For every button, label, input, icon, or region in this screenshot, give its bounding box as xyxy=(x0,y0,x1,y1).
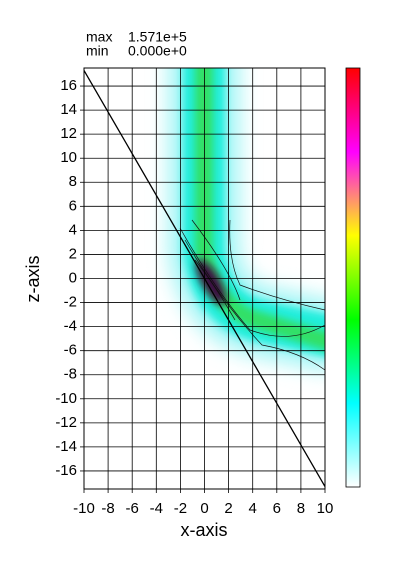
y-tick-label: -16 xyxy=(55,462,77,479)
y-tick-label: 16 xyxy=(60,77,77,94)
plot-frame xyxy=(83,67,326,490)
x-tick-label: -6 xyxy=(126,500,139,517)
x-tick-label: 2 xyxy=(224,500,232,517)
y-tick-label: 10 xyxy=(60,149,77,166)
y-tick-label: -4 xyxy=(64,318,77,335)
field xyxy=(169,68,325,371)
x-tick-label: 6 xyxy=(273,500,281,517)
x-tick-label: -4 xyxy=(150,500,163,517)
y-tick-label: 14 xyxy=(60,101,77,118)
y-tick-label: -14 xyxy=(55,438,77,455)
x-tick-label: -8 xyxy=(101,500,114,517)
y-tick-label: 8 xyxy=(69,173,77,190)
y-tick-label: 12 xyxy=(60,125,77,142)
min-value: 0.000e+0 xyxy=(128,43,187,59)
x-tick-label: 4 xyxy=(249,500,257,517)
x-tick-label: 10 xyxy=(317,500,334,517)
y-tick-label: 2 xyxy=(69,245,77,262)
max-label: max xyxy=(86,29,112,45)
max-value: 1.571e+5 xyxy=(128,29,187,45)
y-tick-label: -12 xyxy=(55,414,77,431)
x-tick-label: 8 xyxy=(297,500,305,517)
x-axis-title: x-axis xyxy=(180,520,227,540)
x-tick-label: 0 xyxy=(200,500,208,517)
y-tick-label: 4 xyxy=(69,221,77,238)
y-axis-title: z-axis xyxy=(23,255,43,302)
y-tick-label: -10 xyxy=(55,390,77,407)
y-tick-label: 6 xyxy=(69,197,77,214)
x-tick-label: -10 xyxy=(73,500,95,517)
y-tick-label: -8 xyxy=(64,366,77,383)
y-tick-label: -6 xyxy=(64,342,77,359)
min-label: min xyxy=(86,43,109,59)
y-tick-label: -2 xyxy=(64,294,77,311)
y-tick-label: 0 xyxy=(69,269,77,286)
boundary-line xyxy=(83,70,326,487)
x-tick-label: -2 xyxy=(174,500,187,517)
colorbar xyxy=(345,67,361,488)
